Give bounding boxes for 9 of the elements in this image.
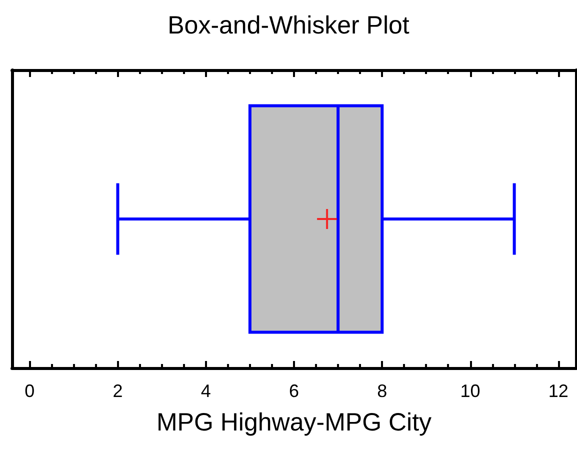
x-tick-label: 12 [548, 381, 568, 401]
x-tick-label: 0 [24, 381, 35, 401]
chart-title: Box-and-Whisker Plot [168, 12, 410, 40]
x-tick-label: 10 [460, 381, 480, 401]
x-axis-title: MPG Highway-MPG City [156, 408, 432, 436]
x-tick-label: 4 [200, 381, 211, 401]
x-tick-label: 8 [377, 381, 388, 401]
x-tick-label: 2 [112, 381, 123, 401]
x-tick-label: 6 [288, 381, 300, 401]
